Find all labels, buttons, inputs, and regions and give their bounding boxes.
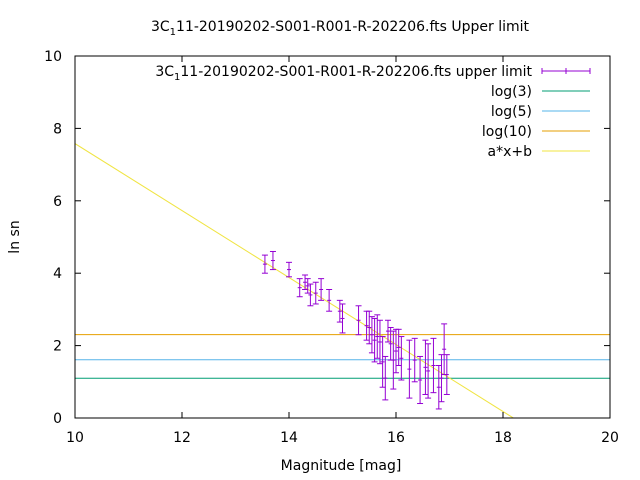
y-tick-label: 0	[53, 411, 62, 427]
data-point	[355, 305, 362, 336]
data-point	[261, 254, 268, 274]
data-point	[379, 336, 386, 388]
data-point	[411, 337, 418, 383]
data-point	[363, 310, 370, 341]
chart-title: 3C111-20190202-S001-R001-R-202206.fts Up…	[151, 19, 530, 38]
x-tick-label: 12	[173, 430, 191, 446]
data-point	[339, 303, 346, 334]
axes: 10 12 14 16 18 20 0 2 4 6 8 10	[44, 49, 619, 446]
y-tick-label: 10	[44, 49, 62, 65]
legend: 3C111-20190202-S001-R001-R-202206.fts up…	[155, 64, 591, 160]
chart-title-suffix: 11-20190202-S001-R001-R-202206.fts Upper…	[176, 19, 530, 35]
data-point	[406, 339, 413, 399]
legend-label-prefix: 3C	[155, 64, 174, 80]
x-tick-label: 16	[387, 430, 405, 446]
y-tick-label: 6	[53, 194, 62, 210]
data-point	[430, 337, 437, 394]
plot-points	[261, 250, 450, 410]
data-point	[393, 328, 399, 374]
data-point	[326, 288, 333, 312]
data-point	[422, 339, 429, 395]
x-tick-label: 10	[66, 430, 84, 446]
x-tick-label: 20	[601, 430, 619, 446]
data-point	[398, 336, 405, 381]
data-point	[318, 278, 325, 301]
svg-text:3C111-20190202-S001-R001-R-202: 3C111-20190202-S001-R001-R-202206.fts Up…	[151, 19, 530, 38]
x-tick-label: 18	[494, 430, 512, 446]
plot-frame	[74, 55, 611, 419]
x-axis-label: Magnitude [mag]	[281, 458, 402, 474]
data-point	[417, 355, 424, 405]
data-point	[269, 250, 276, 271]
data-point	[312, 281, 319, 305]
data-point	[390, 330, 397, 390]
data-point	[438, 354, 445, 403]
data-point	[384, 319, 391, 343]
data-point	[443, 354, 450, 395]
data-point	[382, 355, 389, 401]
y-axis-label: ln sn	[7, 220, 23, 253]
data-point	[307, 283, 314, 307]
data-point	[296, 278, 303, 298]
x-tick-label: 14	[280, 430, 298, 446]
chart-title-subscript: 1	[170, 27, 176, 38]
data-point	[302, 274, 309, 290]
data-point	[304, 278, 311, 294]
legend-label: 3C111-20190202-S001-R001-R-202206.fts up…	[155, 64, 532, 83]
data-point	[286, 261, 292, 278]
data-point	[368, 316, 375, 354]
legend-label: a*x+b	[488, 144, 533, 160]
data-point	[441, 323, 448, 376]
legend-label-suffix: 11-20190202-S001-R001-R-202206.fts upper…	[180, 64, 532, 80]
y-tick-label: 8	[53, 121, 62, 137]
data-point	[395, 328, 402, 367]
legend-label: log(10)	[482, 124, 532, 140]
y-tick-label: 4	[53, 266, 62, 282]
chart-title-prefix: 3C	[151, 19, 170, 35]
data-point	[425, 343, 432, 399]
legend-label: log(5)	[491, 104, 532, 120]
legend-label-subscript: 1	[174, 72, 180, 83]
data-point	[371, 317, 378, 363]
y-tick-label: 2	[53, 339, 62, 355]
data-point	[387, 327, 394, 361]
data-point	[435, 365, 442, 410]
data-point	[366, 310, 373, 345]
data-point	[374, 314, 381, 359]
legend-label: log(3)	[491, 84, 532, 100]
data-point	[376, 319, 383, 365]
